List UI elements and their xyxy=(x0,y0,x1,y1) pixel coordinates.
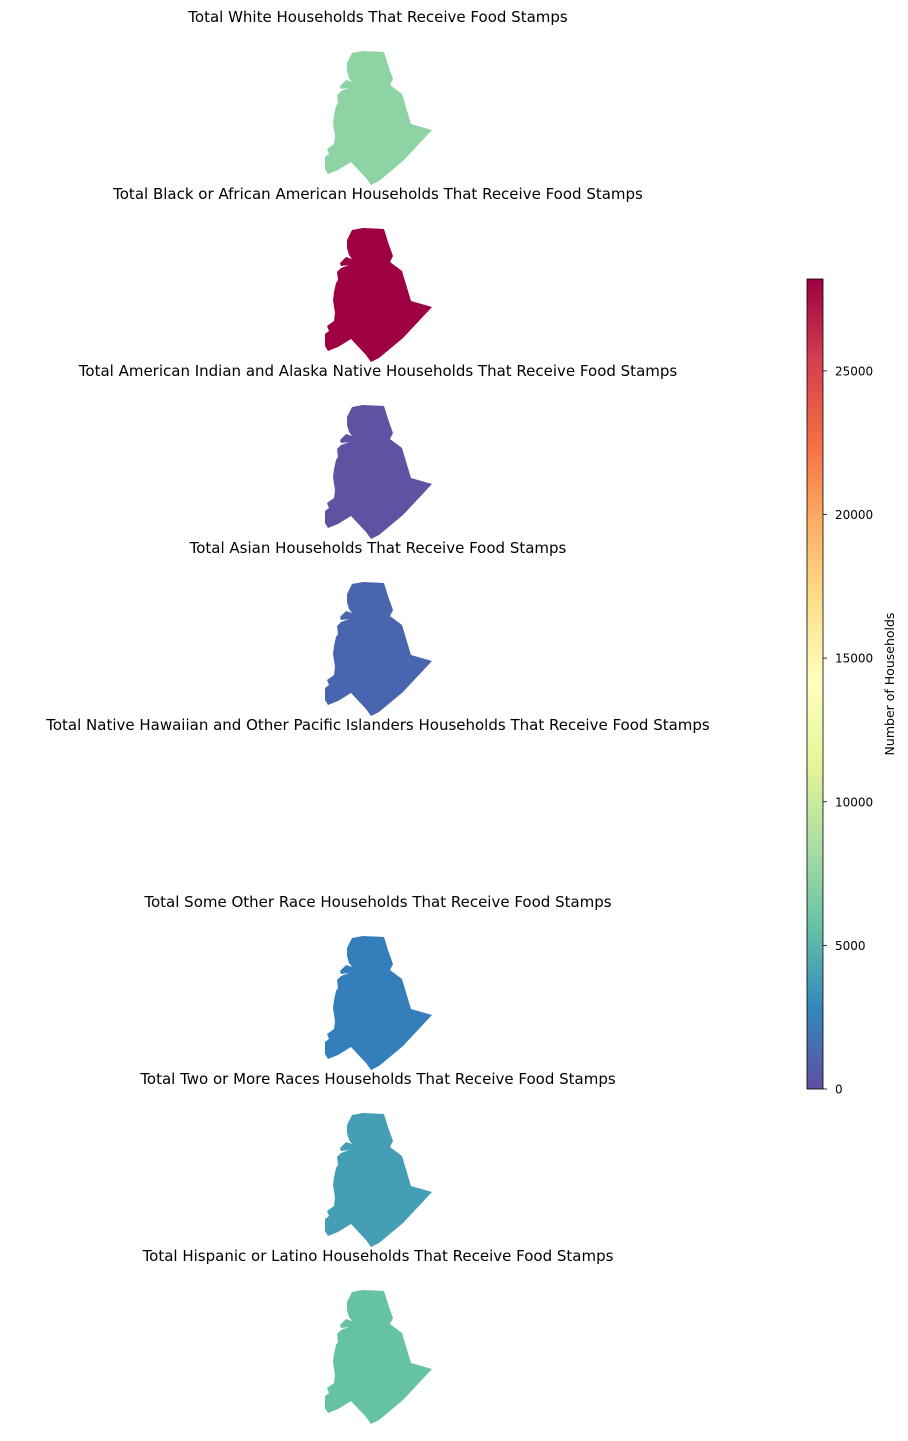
panel-title: Total White Households That Receive Food… xyxy=(187,8,568,26)
panel-title: Total Asian Households That Receive Food… xyxy=(189,539,567,557)
colorbar: 0 5000 10000 15000 20000 25000 Number of Hous… xyxy=(806,278,897,1097)
county-region xyxy=(325,405,432,539)
county-region xyxy=(325,51,432,185)
colorbar-ticks: 0 5000 10000 15000 20000 25000 xyxy=(823,364,873,1097)
colorbar-tick-label: 20000 xyxy=(835,508,873,522)
colorbar-tick-label: 5000 xyxy=(835,939,866,953)
colorbar-tick-label: 0 xyxy=(835,1083,843,1097)
panel-title: Total American Indian and Alaska Native … xyxy=(78,362,678,380)
map-panel: Total Two or More Races Households That … xyxy=(139,1070,616,1247)
colorbar-label: Number of Households xyxy=(882,613,897,756)
county-region xyxy=(325,582,432,716)
panel-title: Total Black or African American Househol… xyxy=(112,185,643,203)
panel-title: Total Hispanic or Latino Households That… xyxy=(142,1247,614,1265)
map-panel: Total Black or African American Househol… xyxy=(112,185,643,362)
map-panel: Total Hispanic or Latino Households That… xyxy=(142,1247,614,1424)
county-region xyxy=(325,1113,432,1247)
county-region xyxy=(325,228,432,362)
colorbar-tick-label: 25000 xyxy=(835,364,873,378)
county-region xyxy=(325,1290,432,1424)
colorbar-tick-label: 15000 xyxy=(835,652,873,666)
map-panel: Total White Households That Receive Food… xyxy=(187,8,568,185)
panel-title: Total Two or More Races Households That … xyxy=(139,1070,616,1088)
map-panel: Total Some Other Race Households That Re… xyxy=(143,893,612,1070)
county-region xyxy=(325,936,432,1070)
map-panel: Total American Indian and Alaska Native … xyxy=(78,362,678,539)
map-panel: Total Native Hawaiian and Other Pacific … xyxy=(45,716,710,734)
map-panels: Total White Households That Receive Food… xyxy=(45,8,710,1424)
panel-title: Total Some Other Race Households That Re… xyxy=(143,893,611,911)
colorbar-tick-label: 10000 xyxy=(835,795,873,809)
colorbar-gradient xyxy=(806,278,824,1090)
map-panel: Total Asian Households That Receive Food… xyxy=(189,539,567,716)
panel-title: Total Native Hawaiian and Other Pacific … xyxy=(45,716,710,734)
